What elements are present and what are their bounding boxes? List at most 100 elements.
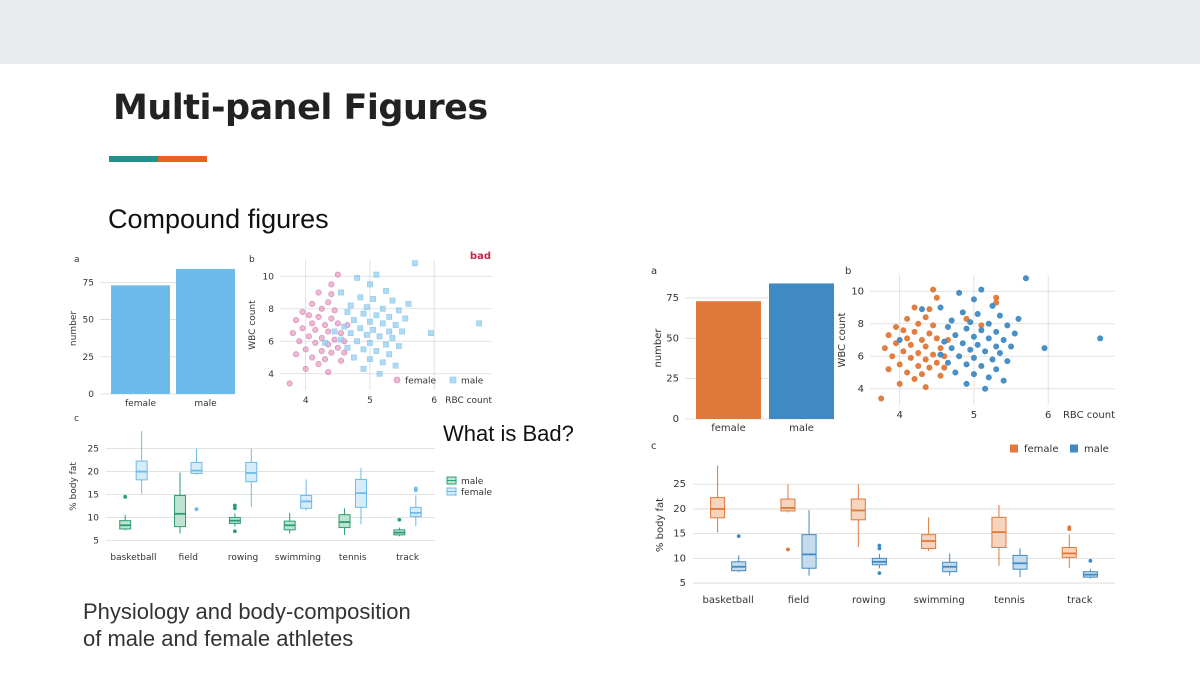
point-male — [363, 304, 370, 311]
point-male — [367, 339, 373, 346]
point-male — [360, 346, 367, 353]
point-male — [338, 336, 344, 343]
point-male — [392, 322, 399, 328]
point-male — [386, 351, 393, 358]
point-male — [1097, 335, 1104, 342]
point-male — [363, 331, 370, 338]
point-female — [889, 353, 896, 360]
x-tick-label: male — [789, 423, 814, 434]
y-tick-label: 10 — [88, 513, 100, 523]
point-female — [309, 354, 316, 361]
y-tick-label: 15 — [88, 491, 99, 501]
box-rowing-male-outlier — [877, 546, 882, 551]
box-rowing-male-outlier — [232, 529, 237, 534]
point-male — [993, 366, 1000, 373]
y-tick-label: 75 — [666, 293, 679, 304]
box-field-female — [190, 461, 203, 474]
point-female — [338, 357, 345, 364]
point-male — [996, 350, 1003, 357]
point-male — [395, 343, 402, 350]
point-male — [412, 260, 418, 267]
bar-male — [176, 268, 235, 394]
point-male — [996, 312, 1003, 319]
point-female — [915, 320, 922, 327]
point-male — [985, 335, 992, 342]
point-male — [344, 309, 351, 315]
point-male — [350, 354, 357, 361]
point-male — [399, 328, 405, 335]
box-rowing-female — [850, 498, 866, 521]
box-track-male-outlier — [1088, 558, 1093, 563]
y-axis-label: % body fat — [69, 462, 79, 511]
point-male — [338, 289, 344, 296]
point-female — [904, 335, 911, 342]
y-tick-label: 50 — [666, 333, 679, 344]
point-female — [315, 289, 322, 296]
x-tick-label: 4 — [303, 396, 309, 406]
panel-letter: b — [249, 255, 255, 265]
point-female — [312, 339, 319, 346]
point-male — [379, 359, 386, 366]
point-male — [944, 359, 951, 366]
point-male — [970, 371, 977, 378]
point-male — [402, 315, 409, 322]
panel-letter: a — [74, 255, 80, 265]
point-female — [933, 335, 940, 342]
point-male — [1004, 358, 1011, 365]
point-female — [963, 315, 970, 322]
point-male — [1000, 377, 1007, 384]
point-male — [989, 356, 996, 363]
point-female — [896, 380, 903, 387]
point-male — [1008, 343, 1015, 350]
box-field-female-outlier — [786, 547, 790, 552]
box-rowing-male-outlier — [232, 506, 237, 511]
point-female — [904, 315, 911, 322]
point-female — [334, 271, 341, 278]
point-female — [293, 351, 300, 358]
point-male — [373, 348, 380, 354]
point-male — [948, 317, 955, 324]
box-rowing-male-outlier — [232, 503, 237, 508]
point-female — [334, 320, 341, 327]
y-tick-label: 0 — [88, 390, 94, 400]
legend-swatch-male — [449, 376, 457, 384]
box-field-male — [801, 534, 817, 569]
point-female — [299, 309, 306, 316]
point-male — [993, 328, 1000, 335]
point-female — [318, 335, 325, 342]
point-female — [930, 286, 937, 293]
point-male — [967, 346, 974, 353]
box-field-male — [174, 494, 187, 528]
box-rowing-male-outlier — [877, 543, 882, 548]
point-male — [347, 330, 354, 337]
point-male — [379, 305, 386, 312]
x-tick-label: basketball — [110, 553, 156, 563]
point-female — [892, 340, 899, 347]
x-tick-label: swimming — [914, 595, 965, 606]
point-male — [389, 335, 396, 341]
y-tick-label: 8 — [858, 319, 864, 330]
point-female — [933, 359, 940, 366]
point-female — [911, 376, 918, 383]
legend-label: female — [461, 488, 492, 498]
point-female — [885, 332, 892, 339]
title-accent-orange — [158, 156, 207, 162]
point-female — [930, 351, 937, 358]
point-male — [963, 361, 970, 368]
point-female — [926, 306, 933, 313]
y-tick-label: 10 — [673, 553, 686, 564]
x-tick-label: swimming — [275, 553, 321, 563]
point-male — [354, 338, 360, 345]
x-axis-label: RBC count — [445, 396, 492, 406]
legend-label: male — [461, 377, 484, 387]
y-tick-label: 8 — [268, 305, 274, 315]
point-male — [896, 337, 903, 344]
point-male — [978, 363, 985, 370]
x-tick-label: 4 — [897, 410, 903, 421]
bar-female — [696, 301, 761, 419]
point-male — [982, 348, 989, 355]
point-female — [289, 330, 296, 337]
point-male — [941, 338, 948, 345]
box-field-female-outlier — [194, 507, 199, 512]
x-tick-label: track — [1067, 595, 1093, 606]
